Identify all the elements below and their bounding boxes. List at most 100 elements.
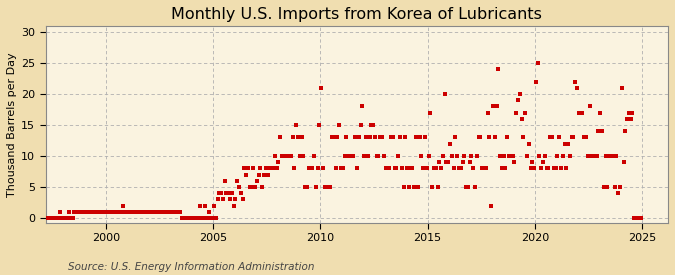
Point [253, 172, 264, 177]
Point [462, 185, 473, 189]
Point [280, 154, 291, 158]
Point [522, 154, 533, 158]
Point [55, 210, 65, 214]
Point [362, 154, 373, 158]
Point [98, 210, 109, 214]
Point [543, 166, 554, 170]
Point [625, 117, 636, 121]
Point [71, 210, 82, 214]
Point [429, 166, 439, 170]
Point [487, 104, 498, 109]
Point [209, 203, 219, 208]
Point [201, 216, 212, 220]
Point [471, 154, 482, 158]
Point [593, 129, 604, 133]
Point [486, 203, 497, 208]
Point [60, 216, 71, 220]
Point [178, 216, 189, 220]
Point [611, 154, 622, 158]
Point [92, 210, 103, 214]
Point [616, 86, 627, 90]
Point [525, 166, 536, 170]
Point [355, 123, 366, 127]
Point [423, 154, 434, 158]
Point [588, 154, 599, 158]
Point [38, 216, 49, 220]
Point [479, 166, 489, 170]
Point [395, 135, 406, 140]
Point [431, 166, 441, 170]
Point [620, 129, 630, 133]
Point [321, 185, 332, 189]
Point [234, 185, 244, 189]
Point [410, 135, 421, 140]
Point [595, 111, 605, 115]
Point [343, 154, 354, 158]
Point [167, 210, 178, 214]
Point [115, 210, 126, 214]
Point [237, 197, 248, 202]
Point [554, 135, 564, 140]
Point [257, 185, 268, 189]
Point [159, 210, 169, 214]
Point [398, 185, 409, 189]
Point [434, 160, 445, 164]
Point [454, 166, 464, 170]
Point [316, 86, 327, 90]
Point [62, 216, 73, 220]
Point [146, 210, 157, 214]
Point [459, 154, 470, 158]
Point [527, 160, 538, 164]
Point [591, 154, 602, 158]
Point [630, 216, 641, 220]
Point [589, 154, 600, 158]
Point [46, 216, 57, 220]
Point [105, 210, 115, 214]
Point [58, 216, 69, 220]
Point [252, 178, 263, 183]
Point [534, 154, 545, 158]
Point [495, 154, 506, 158]
Point [341, 135, 352, 140]
Point [241, 172, 252, 177]
Point [348, 154, 359, 158]
Point [548, 166, 559, 170]
Point [371, 154, 382, 158]
Point [468, 166, 479, 170]
Point [300, 185, 310, 189]
Point [577, 111, 588, 115]
Point [112, 210, 123, 214]
Point [226, 191, 237, 195]
Point [558, 154, 568, 158]
Point [344, 154, 355, 158]
Point [507, 154, 518, 158]
Point [99, 210, 110, 214]
Point [332, 135, 343, 140]
Point [244, 185, 255, 189]
Point [275, 135, 286, 140]
Point [198, 216, 209, 220]
Point [313, 166, 323, 170]
Point [391, 166, 402, 170]
Point [169, 210, 180, 214]
Point [461, 185, 472, 189]
Point [550, 166, 561, 170]
Point [506, 154, 516, 158]
Point [509, 160, 520, 164]
Point [346, 154, 357, 158]
Point [475, 135, 486, 140]
Point [379, 154, 389, 158]
Point [443, 160, 454, 164]
Point [520, 111, 531, 115]
Point [545, 135, 556, 140]
Point [232, 178, 242, 183]
Point [164, 210, 175, 214]
Point [450, 135, 461, 140]
Point [328, 135, 339, 140]
Point [531, 79, 541, 84]
Point [186, 216, 196, 220]
Point [248, 166, 259, 170]
Point [69, 210, 80, 214]
Point [498, 154, 509, 158]
Point [547, 135, 558, 140]
